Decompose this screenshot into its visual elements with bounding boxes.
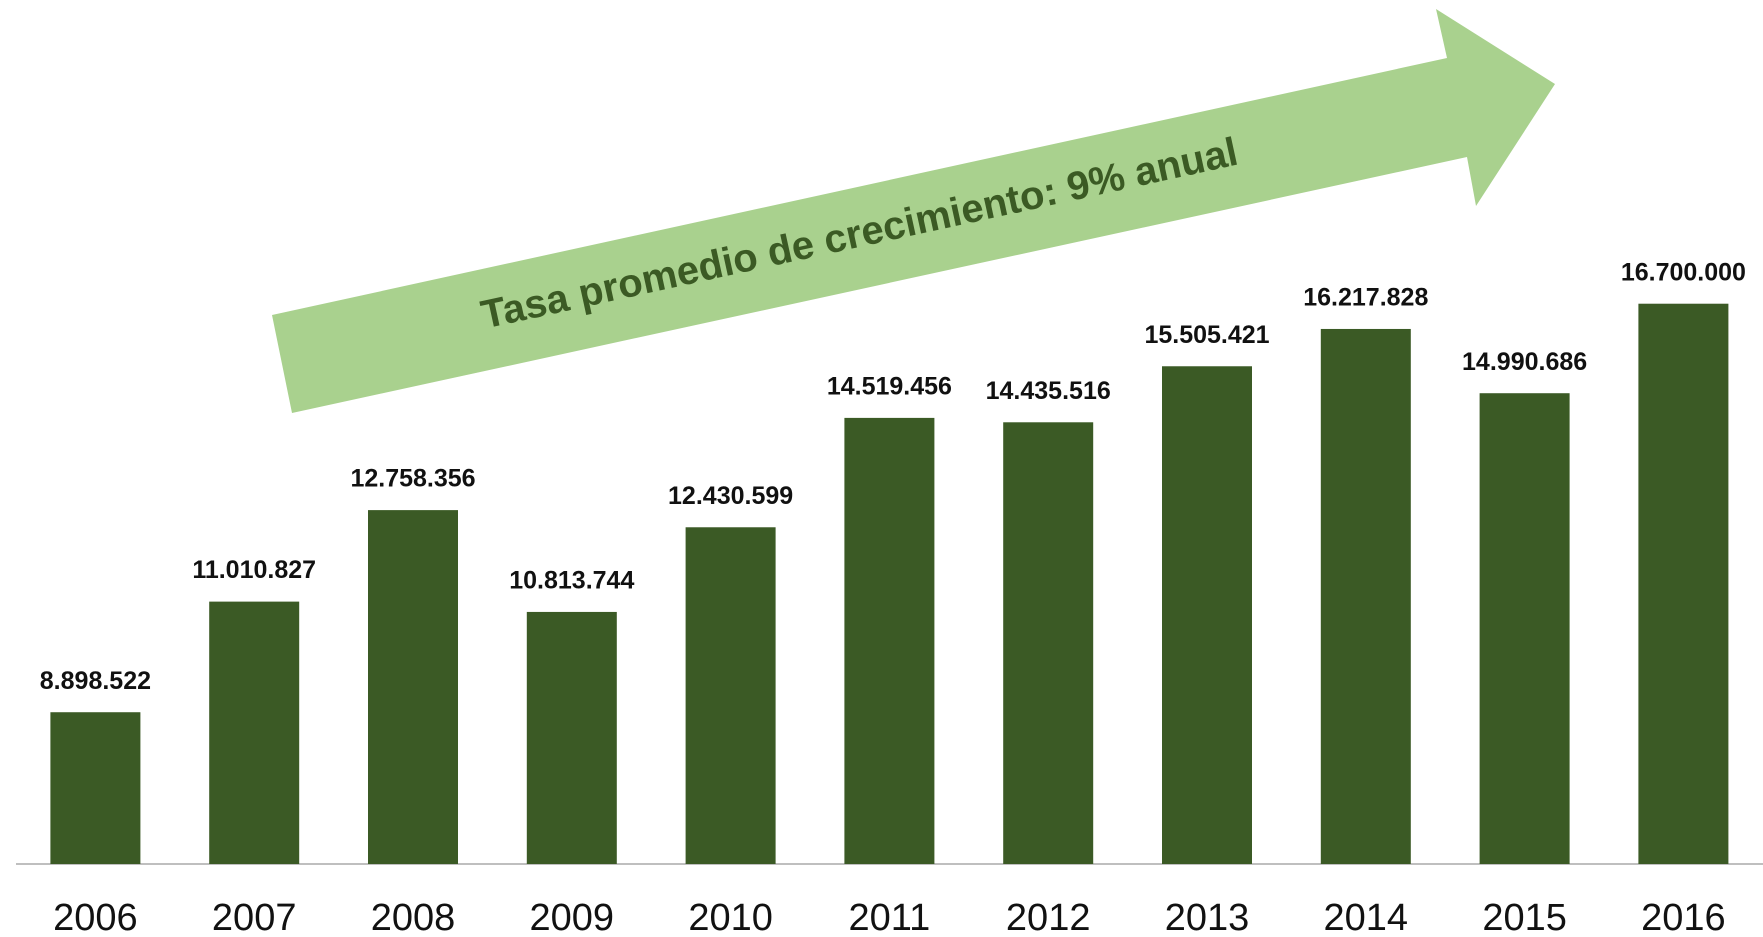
bar <box>1003 422 1094 864</box>
x-tick-label: 2015 <box>1482 897 1567 937</box>
bar <box>1638 303 1729 864</box>
bar <box>209 601 300 864</box>
x-tick-label: 2010 <box>688 897 773 937</box>
value-label: 16.217.828 <box>1303 284 1428 312</box>
bar <box>1479 393 1570 864</box>
value-label: 14.435.516 <box>986 377 1111 405</box>
x-tick-label: 2016 <box>1641 897 1726 937</box>
x-tick-label: 2009 <box>530 897 615 937</box>
value-label: 11.010.827 <box>192 556 316 584</box>
value-label: 16.700.000 <box>1621 258 1746 286</box>
value-label: 12.758.356 <box>350 465 475 493</box>
bar <box>1162 366 1252 864</box>
x-tick-label: 2006 <box>53 897 138 937</box>
value-label: 10.813.744 <box>509 567 634 595</box>
value-label: 15.505.421 <box>1144 321 1269 349</box>
bar <box>526 611 617 864</box>
bar <box>368 510 458 864</box>
bar <box>50 712 141 864</box>
bar <box>1320 328 1411 864</box>
value-label: 14.990.686 <box>1462 348 1587 376</box>
annotation: Tasa promedio de crecimiento: 9% anual <box>477 130 1241 338</box>
x-tick-label: 2008 <box>371 897 456 937</box>
x-tick-label: 2013 <box>1165 897 1250 937</box>
value-label: 8.898.522 <box>40 667 151 695</box>
value-label: 14.519.456 <box>827 372 952 400</box>
x-tick-label: 2012 <box>1006 897 1091 937</box>
value-label: 12.430.599 <box>668 482 793 510</box>
x-tick-label: 2014 <box>1324 897 1409 937</box>
growth-arrow <box>272 9 1555 413</box>
x-tick-label: 2007 <box>212 897 297 937</box>
bar <box>685 527 776 864</box>
bar <box>844 417 935 864</box>
x-tick-label: 2011 <box>849 897 931 937</box>
